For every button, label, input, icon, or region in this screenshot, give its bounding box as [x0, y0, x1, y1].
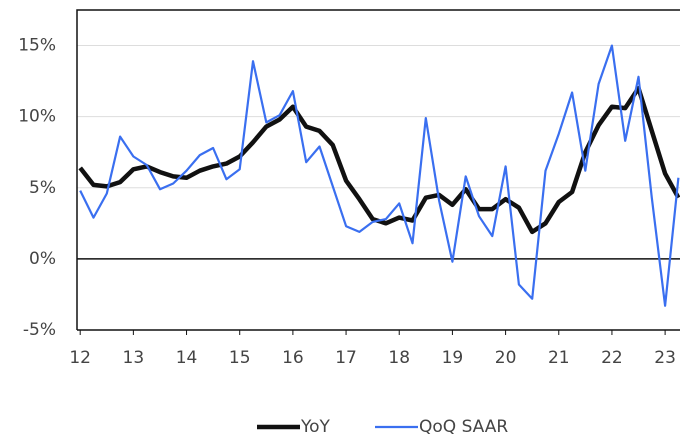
y-tick-label: 10%	[18, 107, 56, 127]
plot-frame	[76, 9, 680, 331]
x-tick-label: 16	[282, 348, 304, 368]
x-tick-label: 21	[548, 348, 570, 368]
x-tick-label: 18	[388, 348, 410, 368]
x-tick-label: 14	[176, 348, 198, 368]
x-tick-label: 17	[335, 348, 357, 368]
legend-label: YoY	[300, 417, 331, 435]
x-tick-label: 12	[69, 348, 91, 368]
y-tick-label: -5%	[23, 320, 56, 340]
x-tick-label: 13	[123, 348, 145, 368]
series-line	[78, 85, 680, 235]
y-tick-label: 0%	[29, 249, 56, 269]
x-tick-label: 15	[229, 348, 251, 368]
x-tick-label: 19	[442, 348, 464, 368]
x-tick-label: 20	[495, 348, 517, 368]
y-tick-label: 15%	[18, 36, 56, 56]
series-line	[79, 44, 680, 307]
y-tick-label: 5%	[29, 178, 56, 198]
x-tick-label: 22	[601, 348, 623, 368]
x-tick-label: 23	[654, 348, 676, 368]
legend-label: QoQ SAAR	[419, 417, 508, 435]
